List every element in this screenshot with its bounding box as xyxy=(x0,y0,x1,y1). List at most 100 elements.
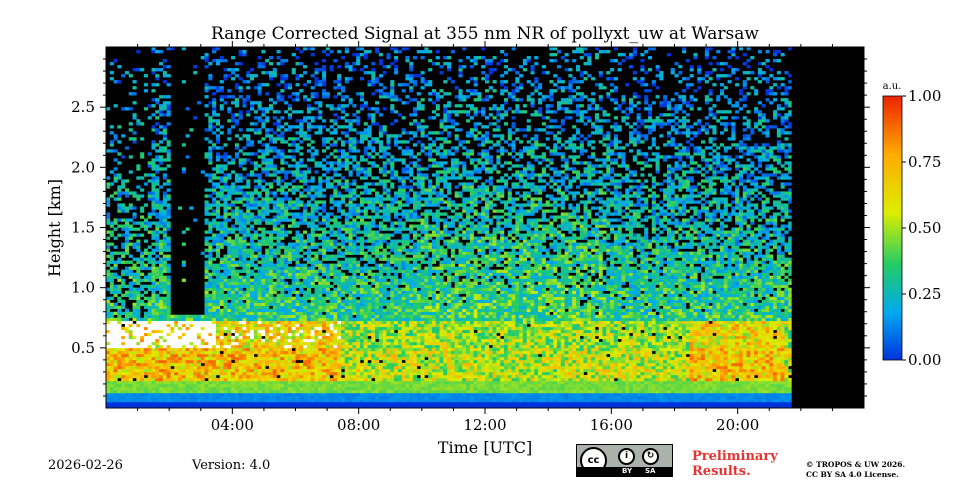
heatmap-cell xyxy=(227,365,232,370)
heatmap-cell xyxy=(322,167,327,171)
heatmap-cell xyxy=(329,356,334,361)
heatmap-cell xyxy=(246,317,251,322)
heatmap-cell xyxy=(322,377,327,382)
heatmap-cell xyxy=(166,365,171,370)
heatmap-cell xyxy=(219,368,224,373)
heatmap-cell xyxy=(151,365,156,370)
heatmap-cell xyxy=(124,320,130,325)
heatmap-cell xyxy=(284,311,289,316)
heatmap-cell xyxy=(276,110,281,114)
heatmap-cell xyxy=(310,404,315,409)
heatmap-cell xyxy=(147,164,152,168)
heatmap-cell xyxy=(117,317,122,322)
heatmap-cell xyxy=(208,248,213,252)
heatmap-cell xyxy=(268,362,274,367)
heatmap-cell xyxy=(284,284,289,288)
heatmap-cell xyxy=(140,380,145,385)
heatmap-cell xyxy=(318,398,323,403)
heatmap-cell xyxy=(344,215,349,219)
heatmap-cell xyxy=(359,257,365,261)
heatmap-cell xyxy=(117,311,122,316)
heatmap-cell xyxy=(106,362,111,367)
heatmap-cell xyxy=(325,245,330,249)
heatmap-cell xyxy=(151,353,156,358)
heatmap-cell xyxy=(322,380,327,385)
heatmap-cell xyxy=(227,338,232,343)
heatmap-cell xyxy=(295,269,300,273)
heatmap-cell xyxy=(348,371,353,376)
heatmap-cell xyxy=(212,233,217,237)
heatmap-cell xyxy=(265,314,270,319)
heatmap-cell xyxy=(325,308,330,313)
heatmap-cell xyxy=(253,248,258,252)
heatmap-cell xyxy=(162,191,167,195)
heatmap-cell xyxy=(280,284,285,288)
heatmap-cell xyxy=(356,245,361,249)
heatmap-cell xyxy=(295,290,300,294)
heatmap-cell xyxy=(276,50,281,54)
heatmap-cell xyxy=(234,284,239,288)
heatmap-cell xyxy=(333,245,338,249)
heatmap-cell xyxy=(193,326,198,331)
heatmap-cell xyxy=(238,209,243,213)
heatmap-cell xyxy=(162,347,167,352)
heatmap-cell xyxy=(166,371,171,376)
heatmap-cell xyxy=(246,113,251,117)
heatmap-cell xyxy=(109,290,114,294)
heatmap-cell xyxy=(132,398,137,403)
heatmap-cell xyxy=(329,395,334,400)
heatmap-cell xyxy=(242,278,247,282)
heatmap-cell xyxy=(287,362,293,367)
heatmap-cell xyxy=(257,221,262,225)
heatmap-cell xyxy=(284,170,289,174)
heatmap-cell xyxy=(250,302,255,307)
heatmap-cell xyxy=(238,377,243,382)
heatmap-cell xyxy=(132,392,137,397)
heatmap-cell xyxy=(356,215,361,219)
heatmap-cell xyxy=(215,146,220,150)
heatmap-cell xyxy=(166,311,171,316)
heatmap-cell xyxy=(178,383,183,388)
heatmap-cell xyxy=(113,191,118,195)
heatmap-cell xyxy=(155,149,160,153)
heatmap-cell xyxy=(337,281,342,285)
heatmap-cell xyxy=(333,317,338,322)
heatmap-cell xyxy=(306,296,311,300)
heatmap-cell xyxy=(242,233,247,237)
heatmap-cell xyxy=(268,233,274,237)
heatmap-cell xyxy=(303,374,308,379)
heatmap-cell xyxy=(242,260,247,264)
heatmap-cell xyxy=(106,353,111,358)
heatmap-cell xyxy=(231,362,236,367)
heatmap-cell xyxy=(124,329,130,334)
heatmap-cell xyxy=(314,203,319,207)
heatmap-cell xyxy=(189,128,194,132)
heatmap-cell xyxy=(253,344,258,349)
heatmap-cell xyxy=(223,68,228,72)
heatmap-cell xyxy=(231,266,236,270)
heatmap-cell xyxy=(257,302,262,307)
heatmap-cell xyxy=(325,266,330,270)
heatmap-cell xyxy=(314,200,319,204)
heatmap-cell xyxy=(344,275,349,279)
heatmap-cell xyxy=(162,374,167,379)
heatmap-cell xyxy=(212,266,217,270)
heatmap-cell xyxy=(246,206,251,210)
heatmap-cell xyxy=(287,377,293,382)
heatmap-cell xyxy=(291,254,296,258)
heatmap-cell xyxy=(117,371,122,376)
heatmap-cell xyxy=(124,335,130,340)
heatmap-cell xyxy=(253,401,258,406)
heatmap-cell xyxy=(242,332,247,337)
heatmap-cell xyxy=(212,371,217,376)
heatmap-cell xyxy=(276,356,281,361)
heatmap-cell xyxy=(242,290,247,294)
heatmap-cell xyxy=(121,293,126,297)
heatmap-cell xyxy=(238,290,243,294)
heatmap-cell xyxy=(253,317,258,322)
heatmap-cell xyxy=(356,53,361,57)
heatmap-cell xyxy=(215,395,220,400)
heatmap-cell xyxy=(340,323,346,328)
heatmap-cell xyxy=(340,329,346,334)
heatmap-cell xyxy=(333,167,338,171)
